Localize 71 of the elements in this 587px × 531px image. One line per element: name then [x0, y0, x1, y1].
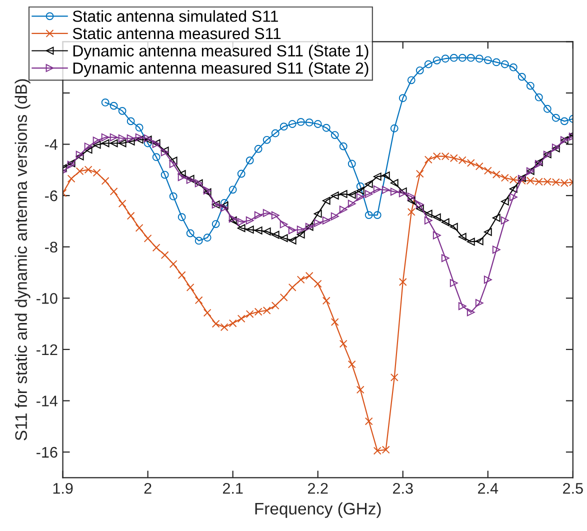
- point: [450, 54, 458, 62]
- point: [152, 153, 160, 162]
- y-tick-label: -8: [45, 242, 58, 253]
- x-tick-label: 2: [144, 482, 152, 494]
- point: [509, 63, 518, 72]
- x-axis-title: Frequency (GHz): [255, 502, 381, 518]
- x-tick-label: 2.2: [308, 482, 328, 494]
- point: [194, 236, 203, 245]
- point: [160, 170, 169, 179]
- point: [543, 104, 552, 113]
- point: [288, 120, 296, 128]
- point: [135, 124, 144, 132]
- y-tick-label: -14: [36, 396, 58, 406]
- point: [390, 124, 398, 132]
- point: [560, 117, 568, 126]
- point: [186, 229, 194, 238]
- point: [466, 54, 475, 62]
- point: [373, 211, 382, 220]
- point: [271, 129, 280, 138]
- point: [339, 142, 348, 150]
- point: [254, 144, 262, 153]
- legend-label: Dynamic antenna measured S11 (State 1): [73, 44, 368, 60]
- point: [280, 122, 288, 131]
- legend-label: Static antenna simulated S11: [72, 10, 278, 22]
- point: [178, 213, 186, 222]
- point: [169, 192, 178, 200]
- point: [424, 60, 432, 68]
- point: [534, 93, 543, 102]
- point: [203, 234, 212, 242]
- x-tick-label: 2.4: [478, 482, 498, 494]
- point: [314, 120, 322, 128]
- point: [407, 76, 416, 84]
- x-tick-label: 2.1: [222, 482, 243, 494]
- legend-label: Static antenna measured S11: [72, 27, 281, 40]
- point: [484, 56, 492, 64]
- point: [296, 118, 305, 126]
- y-tick-label: -4: [45, 139, 58, 150]
- point: [526, 82, 534, 90]
- point: [101, 98, 110, 106]
- point: [492, 58, 500, 66]
- point: [475, 54, 484, 63]
- x-tick-label: 2.3: [393, 482, 413, 494]
- point: [458, 54, 466, 62]
- point: [228, 186, 237, 194]
- point: [416, 66, 424, 74]
- x-tick-label: 2.5: [563, 482, 583, 494]
- y-tick-label: -6: [45, 190, 58, 202]
- x-tick-label: 1.9: [53, 482, 73, 494]
- point: [398, 94, 407, 102]
- point: [518, 72, 526, 81]
- point: [212, 220, 220, 228]
- legend-label: Dynamic antenna measured S11 (State 2): [73, 62, 368, 77]
- point: [262, 136, 271, 144]
- point: [500, 60, 509, 68]
- point: [237, 170, 246, 178]
- y-tick-label: -16: [36, 446, 58, 458]
- y-axis-title: S11 for static and dynamic antenna versions (dB): [14, 79, 30, 440]
- point: [110, 102, 118, 110]
- point: [441, 54, 450, 63]
- point: [330, 131, 339, 139]
- point: [348, 160, 356, 168]
- point: [118, 106, 126, 115]
- y-tick-label: -10: [36, 293, 58, 304]
- point: [126, 117, 135, 126]
- point: [552, 114, 560, 122]
- point: [432, 56, 441, 64]
- y-tick-label: -12: [36, 344, 58, 355]
- point: [322, 124, 330, 132]
- point: [305, 118, 314, 126]
- point: [364, 211, 373, 220]
- point: [246, 156, 254, 164]
